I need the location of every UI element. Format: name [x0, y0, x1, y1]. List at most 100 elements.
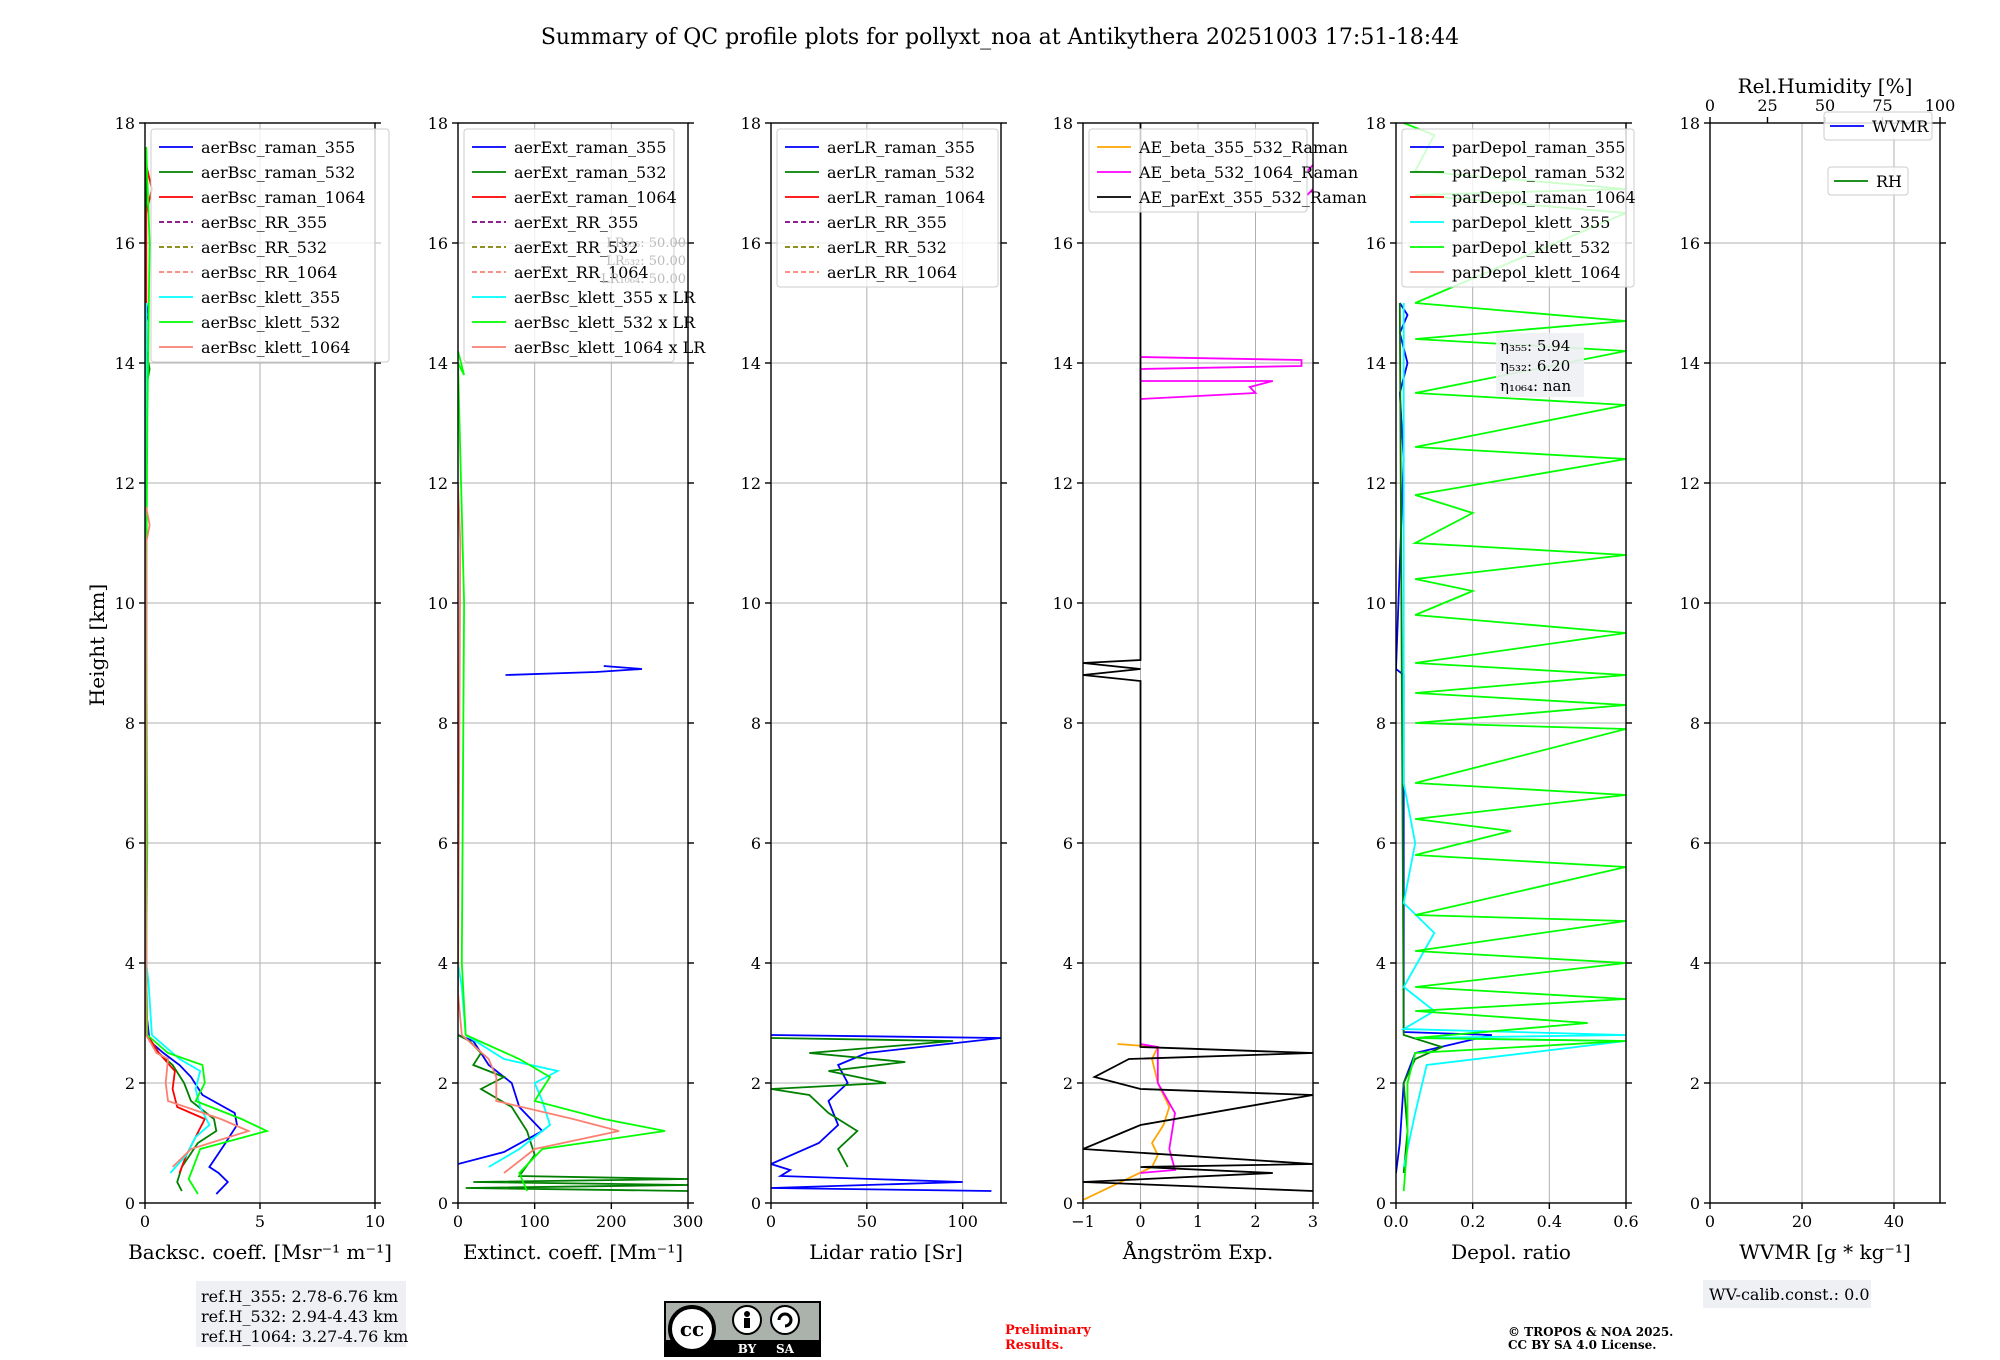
ytick-label: 18 — [428, 114, 448, 133]
legend-label-aerBsc_raman_532: aerBsc_raman_532 — [201, 163, 355, 182]
ytick-label: 14 — [741, 354, 761, 373]
ytick-label: 16 — [428, 234, 448, 253]
xtick-label: 0.0 — [1383, 1212, 1408, 1231]
ytick-label: 16 — [1053, 234, 1073, 253]
xtick-label: 0.4 — [1537, 1212, 1562, 1231]
x-axis-label: Ångström Exp. — [1122, 1239, 1273, 1264]
ytick-label: 6 — [438, 834, 448, 853]
cc-logo-icon — [668, 1305, 716, 1353]
ytick-label: 8 — [751, 714, 761, 733]
ytick-label: 12 — [1053, 474, 1073, 493]
series-aerLR_raman_532 — [771, 1037, 954, 1168]
ytick-label: 12 — [1366, 474, 1386, 493]
ytick-label: 2 — [1690, 1074, 1700, 1093]
legend-label-aerBsc_klett_1064 x LR: aerBsc_klett_1064 x LR — [514, 338, 706, 357]
xtick-label: 50 — [857, 1212, 877, 1231]
ytick-label: 16 — [1680, 234, 1700, 253]
ytick-label: 2 — [751, 1074, 761, 1093]
ytick-label: 4 — [751, 954, 761, 973]
ytick-label: 0 — [751, 1194, 761, 1213]
ytick-label: 0 — [1376, 1194, 1386, 1213]
legend-label-aerExt_raman_355: aerExt_raman_355 — [514, 138, 667, 157]
top-xtick-label: 0 — [1705, 96, 1715, 115]
series-aerBsc_klett_1064 x LR — [458, 482, 620, 1174]
legend-label-aerBsc_RR_1064: aerBsc_RR_1064 — [201, 263, 337, 282]
xtick-label: 1 — [1193, 1212, 1203, 1231]
legend-label-aerBsc_RR_355: aerBsc_RR_355 — [201, 213, 327, 232]
axes-frame — [1709, 122, 1941, 1204]
legend-label-parDepol_raman_1064: parDepol_raman_1064 — [1452, 188, 1636, 207]
ytick-label: 16 — [115, 234, 135, 253]
preliminary-line2: Results. — [1005, 1338, 1064, 1353]
ytick-label: 2 — [1063, 1074, 1073, 1093]
wv-calib-bg — [1703, 1280, 1871, 1308]
top-xtick-label: 25 — [1757, 96, 1777, 115]
axes-frame — [457, 122, 689, 1204]
top-xtick-label: 50 — [1815, 96, 1835, 115]
series-parDepol_raman_355 — [1396, 302, 1493, 1174]
ytick-label: 4 — [125, 954, 135, 973]
y-axis-label: Height [km] — [85, 584, 109, 706]
xtick-label: 2 — [1250, 1212, 1260, 1231]
ytick-label: 0 — [1690, 1194, 1700, 1213]
xtick-label: 100 — [519, 1212, 550, 1231]
xtick-label: 3 — [1308, 1212, 1318, 1231]
x-axis-label: Backsc. coeff. [Msr⁻¹ m⁻¹] — [128, 1240, 392, 1264]
ytick-label: 12 — [428, 474, 448, 493]
ytick-label: 18 — [1366, 114, 1386, 133]
legend-label-parDepol_raman_355: parDepol_raman_355 — [1452, 138, 1625, 157]
legend-label-aerLR_raman_355: aerLR_raman_355 — [827, 138, 975, 157]
legend-label-aerBsc_klett_355 x LR: aerBsc_klett_355 x LR — [514, 288, 696, 307]
series-AE_beta_532_1064_top — [1306, 164, 1313, 172]
lr-note: LR₁₀₆₄: 50.00 — [601, 272, 686, 287]
legend-label-parDepol_klett_532: parDepol_klett_532 — [1452, 238, 1610, 257]
ytick-label: 6 — [1376, 834, 1386, 853]
ytick-label: 2 — [1376, 1074, 1386, 1093]
panel-depol: 0 2 4 6 8 10 12 14 16 18 0.0 0.2 0.4 0.6 Depol. ratio p… — [1366, 114, 1639, 1264]
by-label: BY — [738, 1342, 757, 1356]
ytick-label: 12 — [115, 474, 135, 493]
x-axis-label: Extinct. coeff. [Mm⁻¹] — [463, 1240, 683, 1264]
legend-label-aerExt_raman_532: aerExt_raman_532 — [514, 163, 667, 182]
refh-box: ref.H_355: 2.78-6.76 km ref.H_532: 2.94-… — [196, 1281, 408, 1347]
top-xtick-label: 75 — [1872, 96, 1892, 115]
legend-label-aerLR_RR_355: aerLR_RR_355 — [827, 213, 947, 232]
eta-note: η₁₀₆₄: nan — [1500, 377, 1571, 395]
ytick-label: 14 — [1053, 354, 1073, 373]
xtick-label: 0.2 — [1460, 1212, 1485, 1231]
legend-label-aerExt_RR_532: aerExt_RR_532 — [514, 238, 638, 257]
legend-label-aerExt_RR_355: aerExt_RR_355 — [514, 213, 638, 232]
refh-bg — [196, 1281, 406, 1347]
x-axis-label: Lidar ratio [Sr] — [809, 1240, 963, 1264]
legend-label-aerBsc_klett_532 x LR: aerBsc_klett_532 x LR — [514, 313, 696, 332]
legend-box — [1401, 128, 1635, 288]
ytick-label: 10 — [1680, 594, 1700, 613]
ytick-label: 4 — [1063, 954, 1073, 973]
series-aerExt_raman_532 — [458, 1034, 688, 1192]
legend-label-aerLR_raman_1064: aerLR_raman_1064 — [827, 188, 985, 207]
legend-label-aerBsc_klett_1064: aerBsc_klett_1064 — [201, 338, 350, 357]
xtick-label: 0 — [766, 1212, 776, 1231]
xtick-label: 0.6 — [1613, 1212, 1638, 1231]
sa-share-icon — [770, 1305, 800, 1335]
xtick-label: 300 — [673, 1212, 704, 1231]
ytick-label: 2 — [438, 1074, 448, 1093]
legend-label-parDepol_klett_1064: parDepol_klett_1064 — [1452, 263, 1621, 282]
ytick-label: 8 — [1690, 714, 1700, 733]
xtick-label: 0 — [1705, 1212, 1715, 1231]
ytick-label: 2 — [125, 1074, 135, 1093]
ytick-label: 0 — [1063, 1194, 1073, 1213]
copyright-line2: CC BY SA 4.0 License. — [1508, 1338, 1656, 1352]
top-axis-label: Rel.Humidity [%] — [1738, 74, 1913, 98]
ytick-label: 18 — [1680, 114, 1700, 133]
ytick-label: 8 — [125, 714, 135, 733]
xtick-label: 40 — [1884, 1212, 1904, 1231]
ytick-label: 14 — [1366, 354, 1386, 373]
xtick-label: 20 — [1792, 1212, 1812, 1231]
by-person-body-icon — [744, 1318, 750, 1328]
lr-note: LR₃₅₅: 50.00 — [606, 236, 686, 251]
wv-calib-box: WV-calib.const.: 0.0 — [1703, 1280, 1871, 1308]
by-person-head-icon — [744, 1311, 750, 1317]
